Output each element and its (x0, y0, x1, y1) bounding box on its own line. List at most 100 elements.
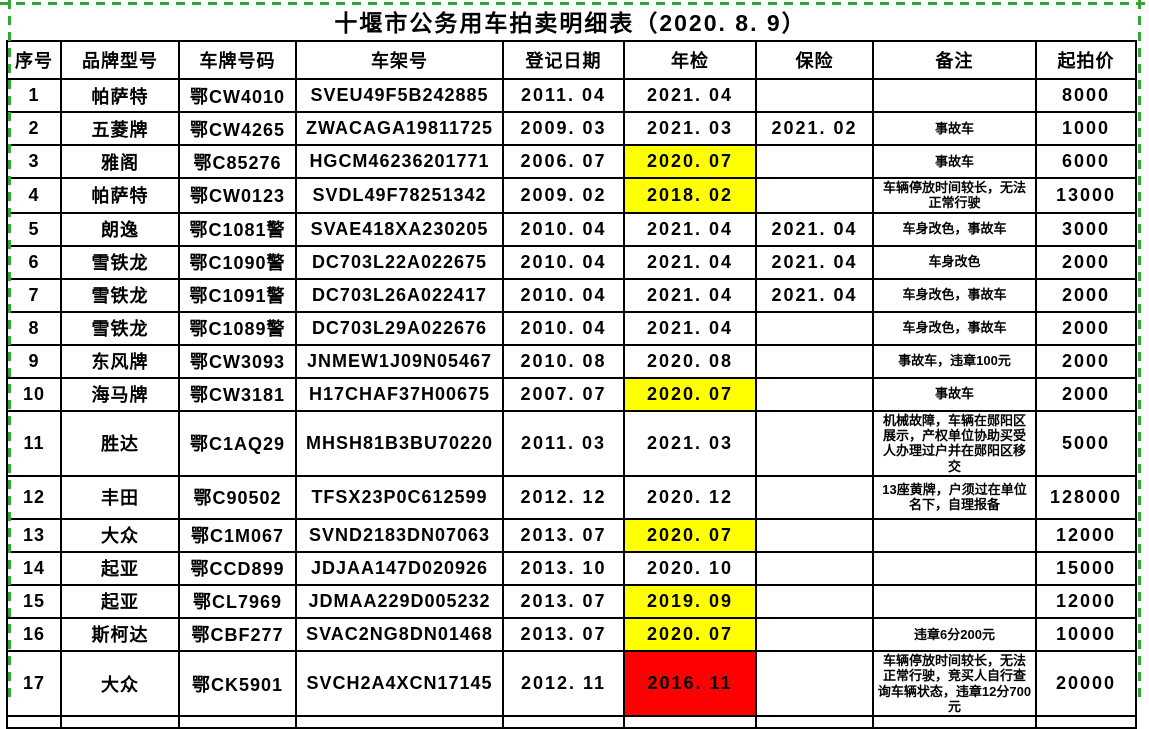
vin-cell[interactable]: SVDL49F78251342 (295, 177, 504, 214)
remark-cell[interactable]: 车身改色，事故车 (872, 211, 1037, 247)
insurance-cell[interactable]: 2021. 02 (755, 111, 874, 146)
column-header-insurance[interactable]: 保险 (755, 40, 874, 80)
price-cell[interactable]: 8000 (1035, 78, 1137, 113)
inspection-cell[interactable]: 2021. 04 (623, 211, 757, 247)
plate-cell[interactable]: 鄂C1090警 (178, 244, 297, 280)
plate-cell[interactable]: 鄂CBF277 (178, 616, 297, 652)
inspection-cell[interactable]: 2020. 07 (623, 376, 757, 412)
remark-cell[interactable]: 事故车 (872, 144, 1037, 179)
insurance-cell[interactable] (755, 343, 874, 379)
column-header-plate[interactable]: 车牌号码 (178, 40, 297, 80)
inspection-cell[interactable]: 2020. 12 (623, 474, 757, 520)
brand-cell[interactable]: 海马牌 (60, 376, 180, 412)
reg-date-cell[interactable]: 2013. 07 (502, 583, 625, 619)
inspection-cell[interactable]: 2021. 03 (623, 409, 757, 477)
insurance-cell[interactable] (755, 517, 874, 553)
plate-cell[interactable]: 鄂C1089警 (178, 310, 297, 346)
column-header-price[interactable]: 起拍价 (1035, 40, 1137, 80)
brand-cell[interactable]: 胜达 (60, 409, 180, 477)
brand-cell[interactable]: 大众 (60, 517, 180, 553)
plate-cell[interactable]: 鄂C90502 (178, 474, 297, 520)
brand-cell[interactable]: 雪铁龙 (60, 310, 180, 346)
column-header-no[interactable]: 序号 (6, 40, 62, 80)
serial-cell[interactable]: 6 (6, 244, 62, 280)
brand-cell[interactable]: 东风牌 (60, 343, 180, 379)
price-cell[interactable]: 2000 (1035, 310, 1137, 346)
plate-cell[interactable]: 鄂C1AQ29 (178, 409, 297, 477)
plate-cell[interactable]: 鄂C1091警 (178, 277, 297, 313)
brand-cell[interactable]: 雪铁龙 (60, 277, 180, 313)
reg-date-cell[interactable]: 2013. 07 (502, 517, 625, 553)
remark-cell[interactable]: 车辆停放时间较长，无法正常行驶，竞买人自行查询车辆状态，违章12分700元 (872, 649, 1037, 718)
plate-cell[interactable]: 鄂CW3093 (178, 343, 297, 379)
plate-cell[interactable]: 鄂C1081警 (178, 211, 297, 247)
reg-date-cell[interactable]: 2007. 07 (502, 376, 625, 412)
vin-cell[interactable]: SVND2183DN07063 (295, 517, 504, 553)
inspection-cell[interactable]: 2019. 09 (623, 583, 757, 619)
serial-cell[interactable]: 17 (6, 649, 62, 718)
price-cell[interactable]: 2000 (1035, 376, 1137, 412)
vin-cell[interactable]: JDJAA147D020926 (295, 550, 504, 586)
inspection-cell[interactable]: 2016. 11 (623, 649, 757, 718)
serial-cell[interactable]: 12 (6, 474, 62, 520)
price-cell[interactable]: 2000 (1035, 244, 1137, 280)
serial-cell[interactable]: 13 (6, 517, 62, 553)
remark-cell[interactable]: 事故车 (872, 111, 1037, 146)
price-cell[interactable]: 128000 (1035, 474, 1137, 520)
brand-cell[interactable]: 五菱牌 (60, 111, 180, 146)
remark-cell[interactable]: 违章6分200元 (872, 616, 1037, 652)
price-cell[interactable]: 6000 (1035, 144, 1137, 179)
price-cell[interactable]: 1000 (1035, 111, 1137, 146)
insurance-cell[interactable]: 2021. 04 (755, 211, 874, 247)
remark-cell[interactable] (872, 550, 1037, 586)
column-header-reg_date[interactable]: 登记日期 (502, 40, 625, 80)
vin-cell[interactable]: SVAC2NG8DN01468 (295, 616, 504, 652)
insurance-cell[interactable] (755, 376, 874, 412)
brand-cell[interactable]: 帕萨特 (60, 78, 180, 113)
plate-cell[interactable]: 鄂CW4010 (178, 78, 297, 113)
insurance-cell[interactable] (755, 550, 874, 586)
serial-cell[interactable]: 11 (6, 409, 62, 477)
remark-cell[interactable]: 车身改色，事故车 (872, 310, 1037, 346)
vin-cell[interactable]: HGCM46236201771 (295, 144, 504, 179)
inspection-cell[interactable]: 2021. 04 (623, 78, 757, 113)
brand-cell[interactable]: 帕萨特 (60, 177, 180, 214)
plate-cell[interactable]: 鄂CW0123 (178, 177, 297, 214)
inspection-cell[interactable]: 2020. 07 (623, 616, 757, 652)
brand-cell[interactable]: 丰田 (60, 474, 180, 520)
vin-cell[interactable]: DC703L26A022417 (295, 277, 504, 313)
insurance-cell[interactable] (755, 409, 874, 477)
vin-cell[interactable]: JDMAA229D005232 (295, 583, 504, 619)
price-cell[interactable]: 5000 (1035, 409, 1137, 477)
inspection-cell[interactable]: 2018. 02 (623, 177, 757, 214)
serial-cell[interactable]: 10 (6, 376, 62, 412)
remark-cell[interactable]: 车身改色，事故车 (872, 277, 1037, 313)
serial-cell[interactable]: 5 (6, 211, 62, 247)
brand-cell[interactable]: 斯柯达 (60, 616, 180, 652)
insurance-cell[interactable]: 2021. 04 (755, 277, 874, 313)
reg-date-cell[interactable]: 2010. 04 (502, 277, 625, 313)
serial-cell[interactable]: 14 (6, 550, 62, 586)
inspection-cell[interactable]: 2020. 08 (623, 343, 757, 379)
plate-cell[interactable]: 鄂CW4265 (178, 111, 297, 146)
brand-cell[interactable]: 雪铁龙 (60, 244, 180, 280)
insurance-cell[interactable] (755, 583, 874, 619)
inspection-cell[interactable]: 2020. 07 (623, 144, 757, 179)
insurance-cell[interactable]: 2021. 04 (755, 244, 874, 280)
price-cell[interactable]: 10000 (1035, 616, 1137, 652)
remark-cell[interactable]: 车辆停放时间较长，无法正常行驶 (872, 177, 1037, 214)
page-break-line-top[interactable] (0, 2, 1149, 5)
reg-date-cell[interactable]: 2010. 08 (502, 343, 625, 379)
inspection-cell[interactable]: 2020. 10 (623, 550, 757, 586)
reg-date-cell[interactable]: 2009. 02 (502, 177, 625, 214)
price-cell[interactable]: 3000 (1035, 211, 1137, 247)
insurance-cell[interactable] (755, 474, 874, 520)
reg-date-cell[interactable]: 2011. 03 (502, 409, 625, 477)
brand-cell[interactable]: 雅阁 (60, 144, 180, 179)
column-header-brand[interactable]: 品牌型号 (60, 40, 180, 80)
vin-cell[interactable]: SVEU49F5B242885 (295, 78, 504, 113)
plate-cell[interactable]: 鄂C85276 (178, 144, 297, 179)
price-cell[interactable]: 20000 (1035, 649, 1137, 718)
remark-cell[interactable]: 机械故障，车辆在郧阳区展示，产权单位协助买受人办理过户并在郧阳区移交 (872, 409, 1037, 477)
insurance-cell[interactable] (755, 177, 874, 214)
